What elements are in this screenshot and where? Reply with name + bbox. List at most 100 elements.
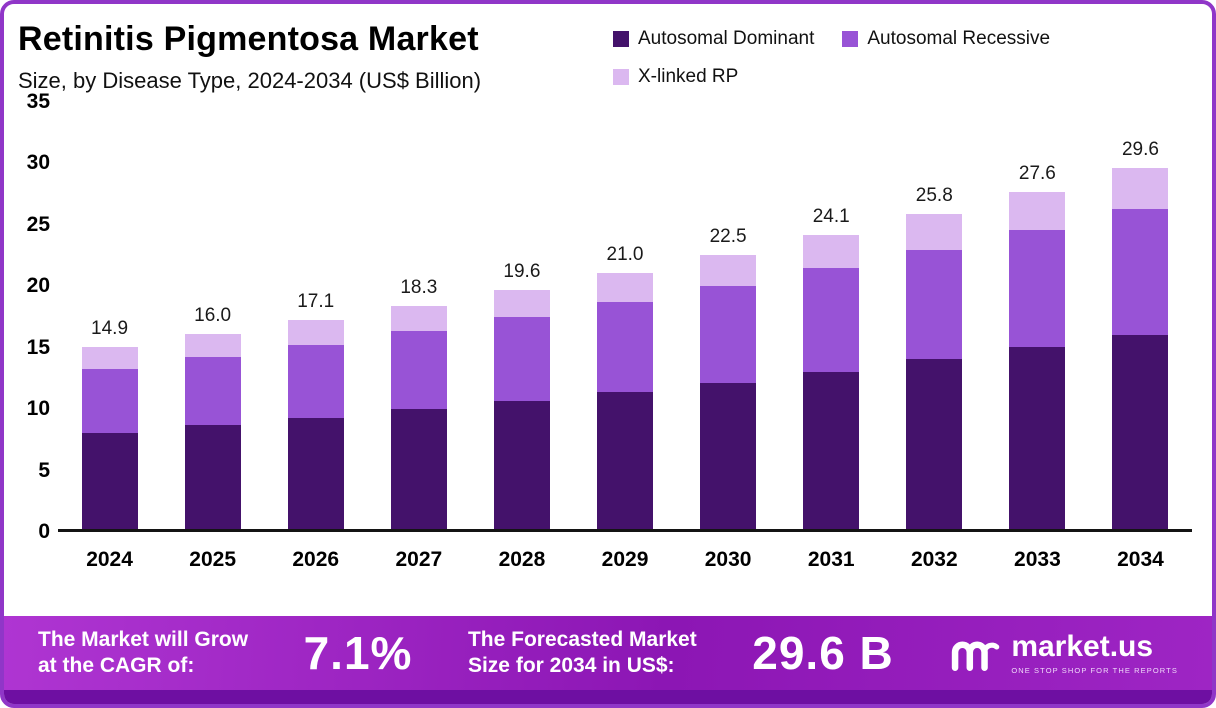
bar-total-label: 27.6 bbox=[1018, 163, 1056, 185]
chart-area: 0 5 10 15 20 25 30 35 14.9 16.0 17.1 18.3 19.6 21.0 2… bbox=[4, 90, 1212, 543]
y-tick-label: 35 bbox=[26, 90, 50, 113]
bar-segment-autosomal-dominant bbox=[906, 359, 963, 529]
legend-label: Autosomal Recessive bbox=[867, 28, 1051, 49]
bar-segment-autosomal-dominant bbox=[81, 432, 138, 529]
bar-2033: 27.6 bbox=[986, 102, 1089, 529]
legend-swatch-icon bbox=[613, 69, 629, 85]
bar-total-label: 18.3 bbox=[400, 276, 438, 298]
bar-2026: 17.1 bbox=[264, 102, 367, 529]
legend-item-x-linked-rp: X-linked RP bbox=[613, 66, 738, 88]
bar-segment-autosomal-recessive bbox=[81, 369, 138, 433]
x-tick-label: 2025 bbox=[189, 548, 236, 571]
bar-total-label: 16.0 bbox=[194, 304, 232, 326]
legend-label: X-linked RP bbox=[638, 66, 739, 87]
bar-segment-x-linked-rp bbox=[287, 320, 344, 345]
bar-2029: 21.0 bbox=[573, 102, 676, 529]
market-us-logo: market.us ONE STOP SHOP FOR THE REPORTS bbox=[949, 631, 1178, 675]
x-axis: 2024 2025 2026 2027 2028 2029 2030 2031 2032 2033… bbox=[4, 532, 1212, 572]
bar-stack bbox=[493, 289, 550, 529]
bar-total-label: 17.1 bbox=[297, 291, 335, 313]
bar-total-label: 22.5 bbox=[709, 225, 747, 247]
forecast-label-line1: The Forecasted Market bbox=[467, 628, 697, 652]
bar-total-label: 25.8 bbox=[915, 185, 953, 207]
bar-stack bbox=[803, 235, 860, 529]
bar-stack bbox=[700, 254, 757, 529]
bar-segment-autosomal-recessive bbox=[700, 286, 757, 383]
forecast-label-line2: Size for 2034 in US$: bbox=[467, 654, 675, 677]
legend-item-autosomal-dominant: Autosomal Dominant bbox=[613, 28, 814, 50]
cagr-value: 7.1% bbox=[303, 627, 413, 679]
bar-segment-autosomal-dominant bbox=[700, 382, 757, 529]
legend-label: Autosomal Dominant bbox=[638, 28, 815, 49]
bar-stack bbox=[184, 333, 241, 529]
bar-segment-x-linked-rp bbox=[390, 305, 447, 332]
x-tick-label: 2027 bbox=[395, 548, 443, 571]
y-tick-label: 10 bbox=[26, 397, 50, 421]
x-tick-label: 2034 bbox=[1117, 548, 1164, 571]
cagr-label: The Market will Grow at the CAGR of: bbox=[38, 627, 248, 678]
bar-segment-x-linked-rp bbox=[1009, 192, 1066, 231]
bar-segment-autosomal-dominant bbox=[1112, 335, 1169, 529]
bar-segment-x-linked-rp bbox=[493, 289, 550, 317]
bar-2034: 29.6 bbox=[1089, 102, 1192, 529]
bar-segment-autosomal-recessive bbox=[184, 357, 241, 426]
y-tick-label: 5 bbox=[38, 458, 50, 482]
legend-swatch-icon bbox=[842, 31, 859, 47]
bar-segment-autosomal-recessive bbox=[906, 249, 963, 360]
chart-title: Retinitis Pigmentosa Market bbox=[18, 20, 479, 58]
bar-stack bbox=[1112, 167, 1169, 529]
y-tick-label: 0 bbox=[38, 520, 50, 543]
x-tick-label: 2032 bbox=[910, 548, 958, 571]
x-tick-label: 2028 bbox=[498, 548, 546, 571]
y-axis: 0 5 10 15 20 25 30 35 bbox=[14, 90, 58, 543]
bar-segment-autosomal-dominant bbox=[493, 400, 550, 529]
bar-segment-autosomal-recessive bbox=[1112, 209, 1169, 335]
forecast-value: 29.6 B bbox=[752, 627, 894, 679]
bar-segment-autosomal-dominant bbox=[803, 371, 860, 529]
bar-segment-x-linked-rp bbox=[803, 235, 860, 268]
x-tick-label: 2031 bbox=[807, 548, 855, 571]
bar-segment-autosomal-recessive bbox=[597, 302, 654, 393]
x-tick-label: 2029 bbox=[601, 548, 649, 571]
title-block: Retinitis Pigmentosa Market Size, by Dis… bbox=[18, 20, 481, 94]
bar-2024: 14.9 bbox=[58, 102, 161, 529]
bar-stack bbox=[390, 305, 447, 529]
y-tick-label: 20 bbox=[26, 274, 50, 298]
bottom-accent-strip bbox=[4, 690, 1212, 704]
y-tick-label: 25 bbox=[26, 212, 50, 236]
bar-stack bbox=[906, 214, 963, 529]
chart-legend: Autosomal Dominant Autosomal Recessive X-l… bbox=[613, 20, 1188, 88]
bar-2027: 18.3 bbox=[367, 102, 470, 529]
cagr-label-line1: The Market will Grow bbox=[38, 628, 249, 652]
plot-area: 14.9 16.0 17.1 18.3 19.6 21.0 22.5 24.1 25.8 27.6… bbox=[58, 102, 1192, 532]
bar-total-label: 21.0 bbox=[606, 243, 644, 265]
bar-total-label: 24.1 bbox=[812, 206, 850, 228]
bar-segment-autosomal-recessive bbox=[493, 316, 550, 401]
cagr-label-line2: at the CAGR of: bbox=[38, 654, 195, 677]
bar-2030: 22.5 bbox=[677, 102, 780, 529]
bar-segment-autosomal-recessive bbox=[1009, 230, 1066, 348]
chart-header: Retinitis Pigmentosa Market Size, by Dis… bbox=[4, 4, 1212, 94]
bar-2025: 16.0 bbox=[161, 102, 264, 529]
y-tick-label: 30 bbox=[26, 151, 50, 175]
bar-segment-x-linked-rp bbox=[1112, 167, 1169, 210]
bar-segment-x-linked-rp bbox=[81, 347, 138, 370]
bar-segment-x-linked-rp bbox=[597, 272, 654, 303]
bar-segment-x-linked-rp bbox=[906, 214, 963, 250]
bar-total-label: 19.6 bbox=[503, 260, 541, 282]
footer-banner: The Market will Grow at the CAGR of: 7.1… bbox=[4, 616, 1212, 690]
bar-2031: 24.1 bbox=[780, 102, 883, 529]
chart-subtitle: Size, by Disease Type, 2024-2034 (US$ Bi… bbox=[18, 68, 482, 93]
legend-swatch-icon bbox=[613, 31, 629, 47]
bar-series-container: 14.9 16.0 17.1 18.3 19.6 21.0 22.5 24.1 25.8 27.6… bbox=[58, 102, 1192, 532]
bar-total-label: 29.6 bbox=[1121, 138, 1159, 160]
bar-stack bbox=[81, 347, 138, 529]
x-tick-label: 2030 bbox=[704, 548, 752, 571]
forecast-label: The Forecasted Market Size for 2034 in U… bbox=[468, 627, 697, 678]
bar-stack bbox=[1009, 192, 1066, 529]
brand-text: market.us ONE STOP SHOP FOR THE REPORTS bbox=[1011, 631, 1178, 675]
bar-segment-autosomal-dominant bbox=[1009, 347, 1066, 529]
bar-stack bbox=[597, 272, 654, 529]
market-us-logo-icon bbox=[949, 632, 1001, 674]
